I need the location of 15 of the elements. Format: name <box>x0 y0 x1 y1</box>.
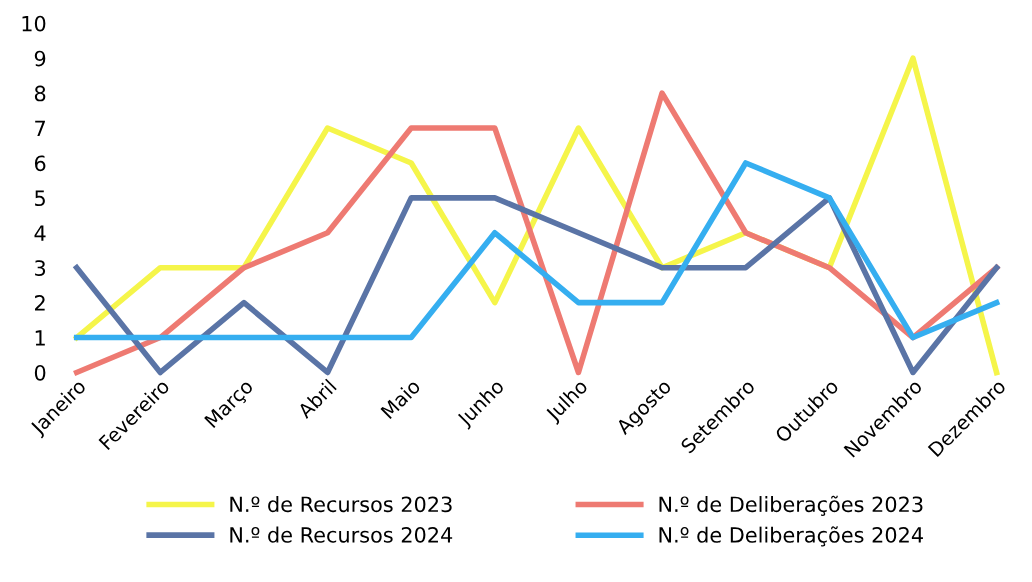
y-tick-label: 9 <box>34 50 46 67</box>
y-tick-label: 1 <box>35 330 45 346</box>
y-tick-label: 7 <box>35 120 45 136</box>
y-tick-label: 2 <box>35 295 45 311</box>
y-tick-label: 8 <box>34 85 46 102</box>
y-tick-label: 6 <box>34 155 46 172</box>
legend-label: N.º de Deliberações 2023 <box>659 495 923 516</box>
y-tick-label: 5 <box>35 190 45 207</box>
y-tick-label: 0 <box>34 364 46 381</box>
legend-label: N.º de Recursos 2024 <box>230 526 453 543</box>
y-tick-label: 10 <box>22 15 46 32</box>
legend-label: N.º de Recursos 2023 <box>230 496 452 513</box>
legend-label: N.º de Deliberações 2024 <box>659 526 923 547</box>
y-tick-label: 3 <box>35 260 46 276</box>
y-tick-label: 4 <box>34 225 46 241</box>
